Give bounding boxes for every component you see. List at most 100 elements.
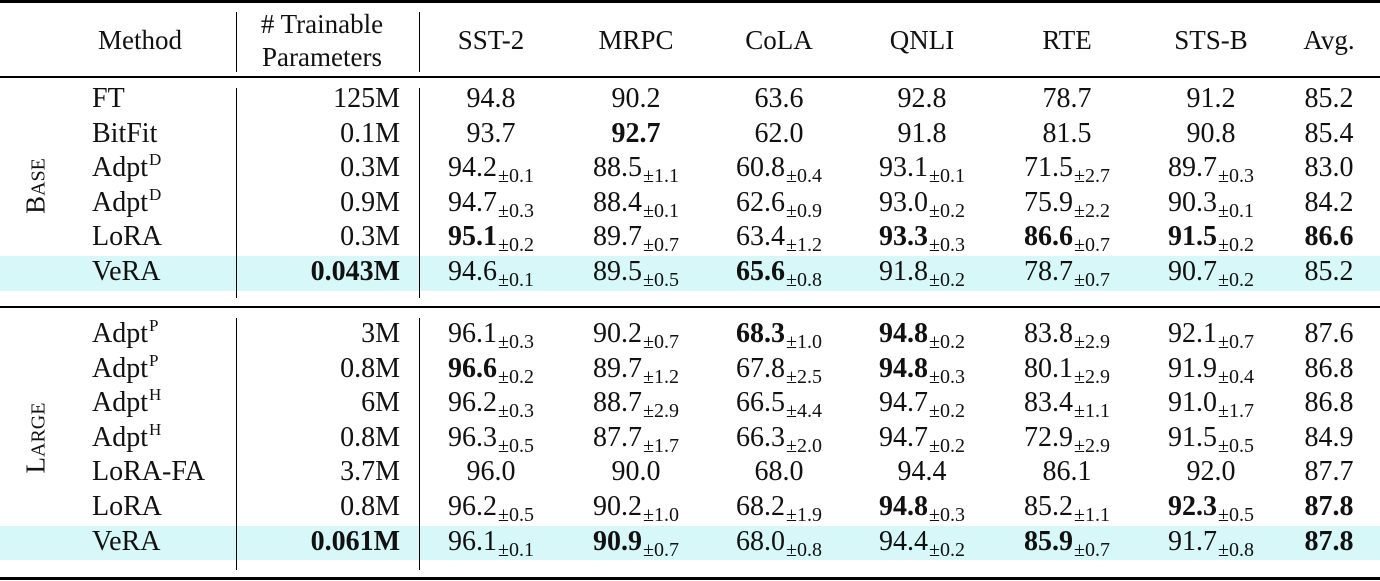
trainable-params: 125M: [333, 83, 400, 114]
header-params-line1: # Trainable: [260, 9, 384, 39]
score-value: 91.7: [1168, 525, 1218, 557]
header-avg: Avg.: [1303, 25, 1355, 55]
score-cell: 65.6±0.8: [736, 255, 822, 291]
method-label: Adpt: [92, 387, 148, 419]
score-cell: 75.9±2.2: [1024, 186, 1110, 222]
score-value: 91.9: [1168, 352, 1218, 384]
score-value: 60.8: [736, 152, 786, 184]
score-value: 66.3: [736, 421, 786, 453]
method-name: AdptD: [92, 185, 161, 223]
trainable-params: 0.8M: [340, 352, 400, 384]
score-value: 90.3: [1168, 186, 1218, 218]
avg-score: 87.8: [1304, 525, 1354, 557]
score-std: ±0.3: [929, 365, 965, 388]
score-cell: 94.2±0.1: [448, 151, 534, 187]
score-cell: 91.5±0.5: [1168, 421, 1254, 457]
column-separator: [236, 12, 237, 72]
avg-score: 85.2: [1304, 256, 1354, 287]
score-cell: 94.4: [898, 455, 947, 489]
score-value: 94.8: [879, 491, 929, 522]
score-cell: 92.7: [612, 117, 661, 151]
score-cell: 66.5±4.4: [736, 386, 822, 422]
method-label: BitFit: [92, 117, 158, 149]
score-cell: 85.2±1.1: [1024, 490, 1110, 526]
score-value: 90.9: [593, 525, 643, 557]
score-value: 91.5: [1168, 221, 1218, 253]
score-value: 89.7: [593, 352, 643, 384]
score-cell: 96.2±0.5: [448, 490, 534, 526]
score-std: ±1.0: [643, 504, 679, 526]
score-std: ±0.1: [1218, 199, 1254, 222]
score-cell: 86.6±0.7: [1024, 220, 1110, 256]
score-std: ±2.9: [1074, 331, 1110, 353]
score-std: ±0.2: [1218, 234, 1254, 257]
method-name: BitFit: [92, 117, 157, 151]
column-separator: [419, 88, 420, 298]
score-value: 96.3: [448, 421, 498, 453]
score-value: 96.1: [448, 318, 498, 349]
score-std: ±2.7: [1074, 165, 1110, 188]
score-value: 90.8: [1186, 117, 1236, 149]
score-cell: 89.7±0.3: [1168, 151, 1254, 187]
score-value: 90.2: [593, 318, 643, 349]
score-cell: 92.0: [1187, 455, 1236, 489]
score-value: 62.6: [736, 186, 786, 218]
header-task-mrpc: MRPC: [598, 25, 674, 55]
header-task-qnli: QNLI: [889, 25, 955, 55]
score-value: 96.6: [448, 352, 498, 384]
score-cell: 91.5±0.2: [1168, 220, 1254, 256]
score-cell: 91.8: [898, 117, 947, 151]
score-std: ±0.1: [929, 165, 965, 188]
score-std: ±0.2: [498, 365, 534, 388]
score-cell: 63.6: [755, 82, 804, 116]
score-cell: 83.8±2.9: [1024, 317, 1110, 353]
table-rule: [0, 306, 1380, 308]
score-cell: 71.5±2.7: [1024, 151, 1110, 187]
score-value: 94.6: [448, 256, 498, 287]
avg-score: 86.8: [1304, 352, 1354, 384]
score-value: 92.8: [897, 83, 947, 114]
score-std: ±0.8: [1218, 538, 1254, 561]
score-std: ±0.2: [498, 234, 534, 257]
score-std: ±0.3: [498, 199, 534, 222]
score-std: ±0.2: [929, 199, 965, 222]
score-cell: 68.2±1.9: [736, 490, 822, 526]
header-task-sst2: SST-2: [457, 25, 525, 55]
score-value: 68.0: [754, 456, 804, 488]
score-std: ±0.1: [498, 269, 534, 291]
score-std: ±0.4: [786, 165, 822, 188]
trainable-params: 0.043M: [310, 256, 400, 287]
score-cell: 78.7: [1043, 82, 1092, 116]
method-superscript: P: [149, 316, 159, 335]
score-cell: 63.4±1.2: [736, 220, 822, 256]
score-std: ±1.7: [643, 434, 679, 457]
score-cell: 90.8: [1187, 117, 1236, 151]
score-std: ±0.8: [786, 538, 822, 561]
score-std: ±0.1: [498, 165, 534, 188]
method-label: Adpt: [92, 352, 148, 384]
method-label: Adpt: [92, 152, 148, 184]
trainable-params: 0.8M: [340, 421, 400, 453]
score-cell: 93.1±0.1: [879, 151, 965, 187]
method-superscript: H: [149, 419, 162, 439]
method-name: LoRA: [92, 490, 162, 524]
score-value: 67.8: [736, 352, 786, 384]
score-std: ±0.5: [1218, 434, 1254, 457]
score-std: ±4.4: [786, 400, 822, 423]
score-value: 63.6: [754, 83, 804, 114]
score-value: 94.8: [879, 318, 929, 349]
highlight-row: [0, 256, 1380, 291]
score-value: 92.3: [1168, 491, 1218, 522]
score-value: 89.5: [593, 256, 643, 287]
score-std: ±0.3: [929, 504, 965, 526]
score-cell: 66.3±2.0: [736, 421, 822, 457]
score-std: ±0.7: [1074, 269, 1110, 291]
score-std: ±2.9: [1074, 434, 1110, 457]
group-label-rest: ASE: [27, 157, 50, 196]
score-cell: 83.4±1.1: [1024, 386, 1110, 422]
score-std: ±0.3: [498, 400, 534, 423]
score-value: 75.9: [1024, 186, 1074, 218]
score-cell: 60.8±0.4: [736, 151, 822, 187]
score-std: ±2.9: [643, 400, 679, 423]
score-cell: 96.2±0.3: [448, 386, 534, 422]
